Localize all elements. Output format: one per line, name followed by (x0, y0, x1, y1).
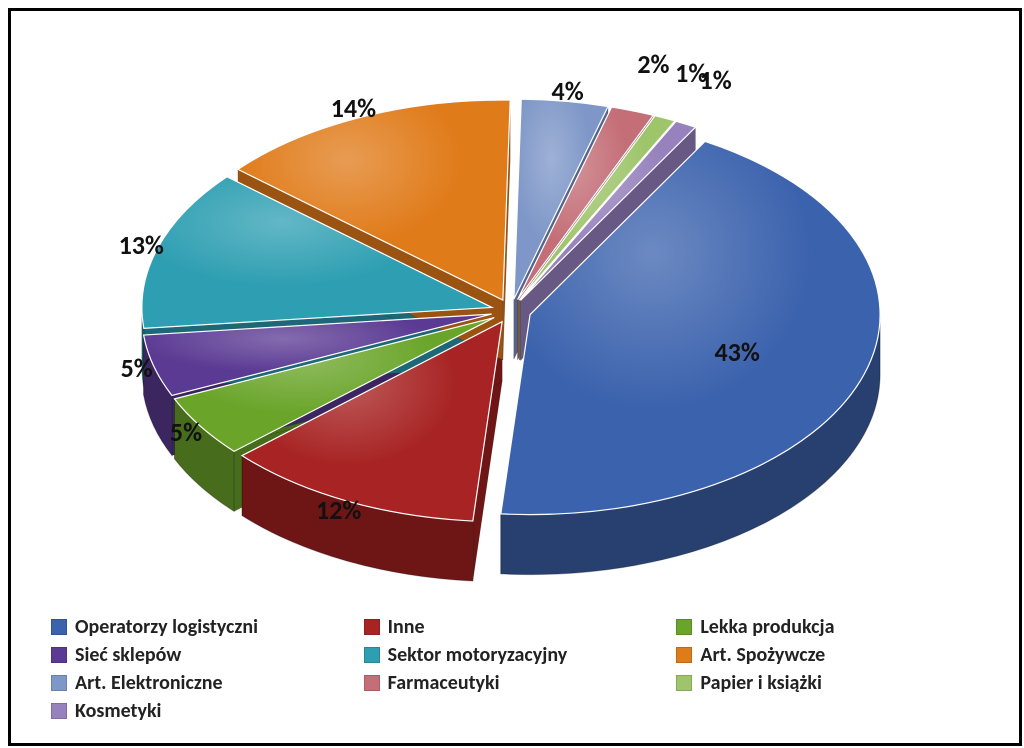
legend: Operatorzy logistyczni Inne Lekka produkcj… (51, 615, 979, 723)
legend-swatch (51, 647, 67, 663)
legend-label: Art. Elektroniczne (75, 671, 223, 695)
legend-label: Papier i książki (700, 671, 822, 695)
legend-item: Kosmetyki (51, 699, 354, 723)
legend-label: Lekka produkcja (700, 615, 834, 639)
legend-label: Farmaceutyki (388, 671, 500, 695)
pie-slice-pct: 4% (552, 75, 584, 107)
pie-slice-pct: 2% (637, 48, 669, 80)
pie-slice-pct: 12% (316, 494, 361, 526)
pie-slice-pct: 5% (121, 352, 153, 384)
pie-slice-pct: 13% (119, 229, 164, 261)
legend-item: Operatorzy logistyczni (51, 615, 354, 639)
legend-label: Operatorzy logistyczni (75, 615, 258, 639)
legend-item: Papier i książki (676, 671, 979, 695)
pie-slice-pct: 5% (170, 416, 202, 448)
legend-item: Lekka produkcja (676, 615, 979, 639)
legend-swatch (364, 619, 380, 635)
legend-item: Art. Elektroniczne (51, 671, 354, 695)
legend-swatch (364, 675, 380, 691)
legend-swatch (51, 703, 67, 719)
pie-slice-pct: 43% (714, 336, 759, 368)
legend-label: Kosmetyki (75, 699, 161, 723)
legend-swatch (676, 619, 692, 635)
legend-swatch (51, 619, 67, 635)
legend-label: Sieć sklepów (75, 643, 181, 667)
legend-item: Sieć sklepów (51, 643, 354, 667)
legend-item: Inne (364, 615, 667, 639)
legend-swatch (364, 647, 380, 663)
pie-slice-pct: 14% (331, 92, 376, 124)
legend-item: Art. Spożywcze (676, 643, 979, 667)
legend-swatch (676, 675, 692, 691)
legend-label: Sektor motoryzacyjny (388, 643, 568, 667)
legend-item: Farmaceutyki (364, 671, 667, 695)
legend-label: Art. Spożywcze (700, 643, 825, 667)
legend-swatch (51, 675, 67, 691)
legend-item: Sektor motoryzacyjny (364, 643, 667, 667)
pie-chart: 43%12%5%5%13%14%4%2%1%1% (11, 11, 1019, 611)
chart-frame: 43%12%5%5%13%14%4%2%1%1% Operatorzy logi… (8, 8, 1022, 746)
legend-swatch (676, 647, 692, 663)
pie-slice-pct: 1% (700, 64, 732, 96)
legend-label: Inne (388, 615, 425, 639)
